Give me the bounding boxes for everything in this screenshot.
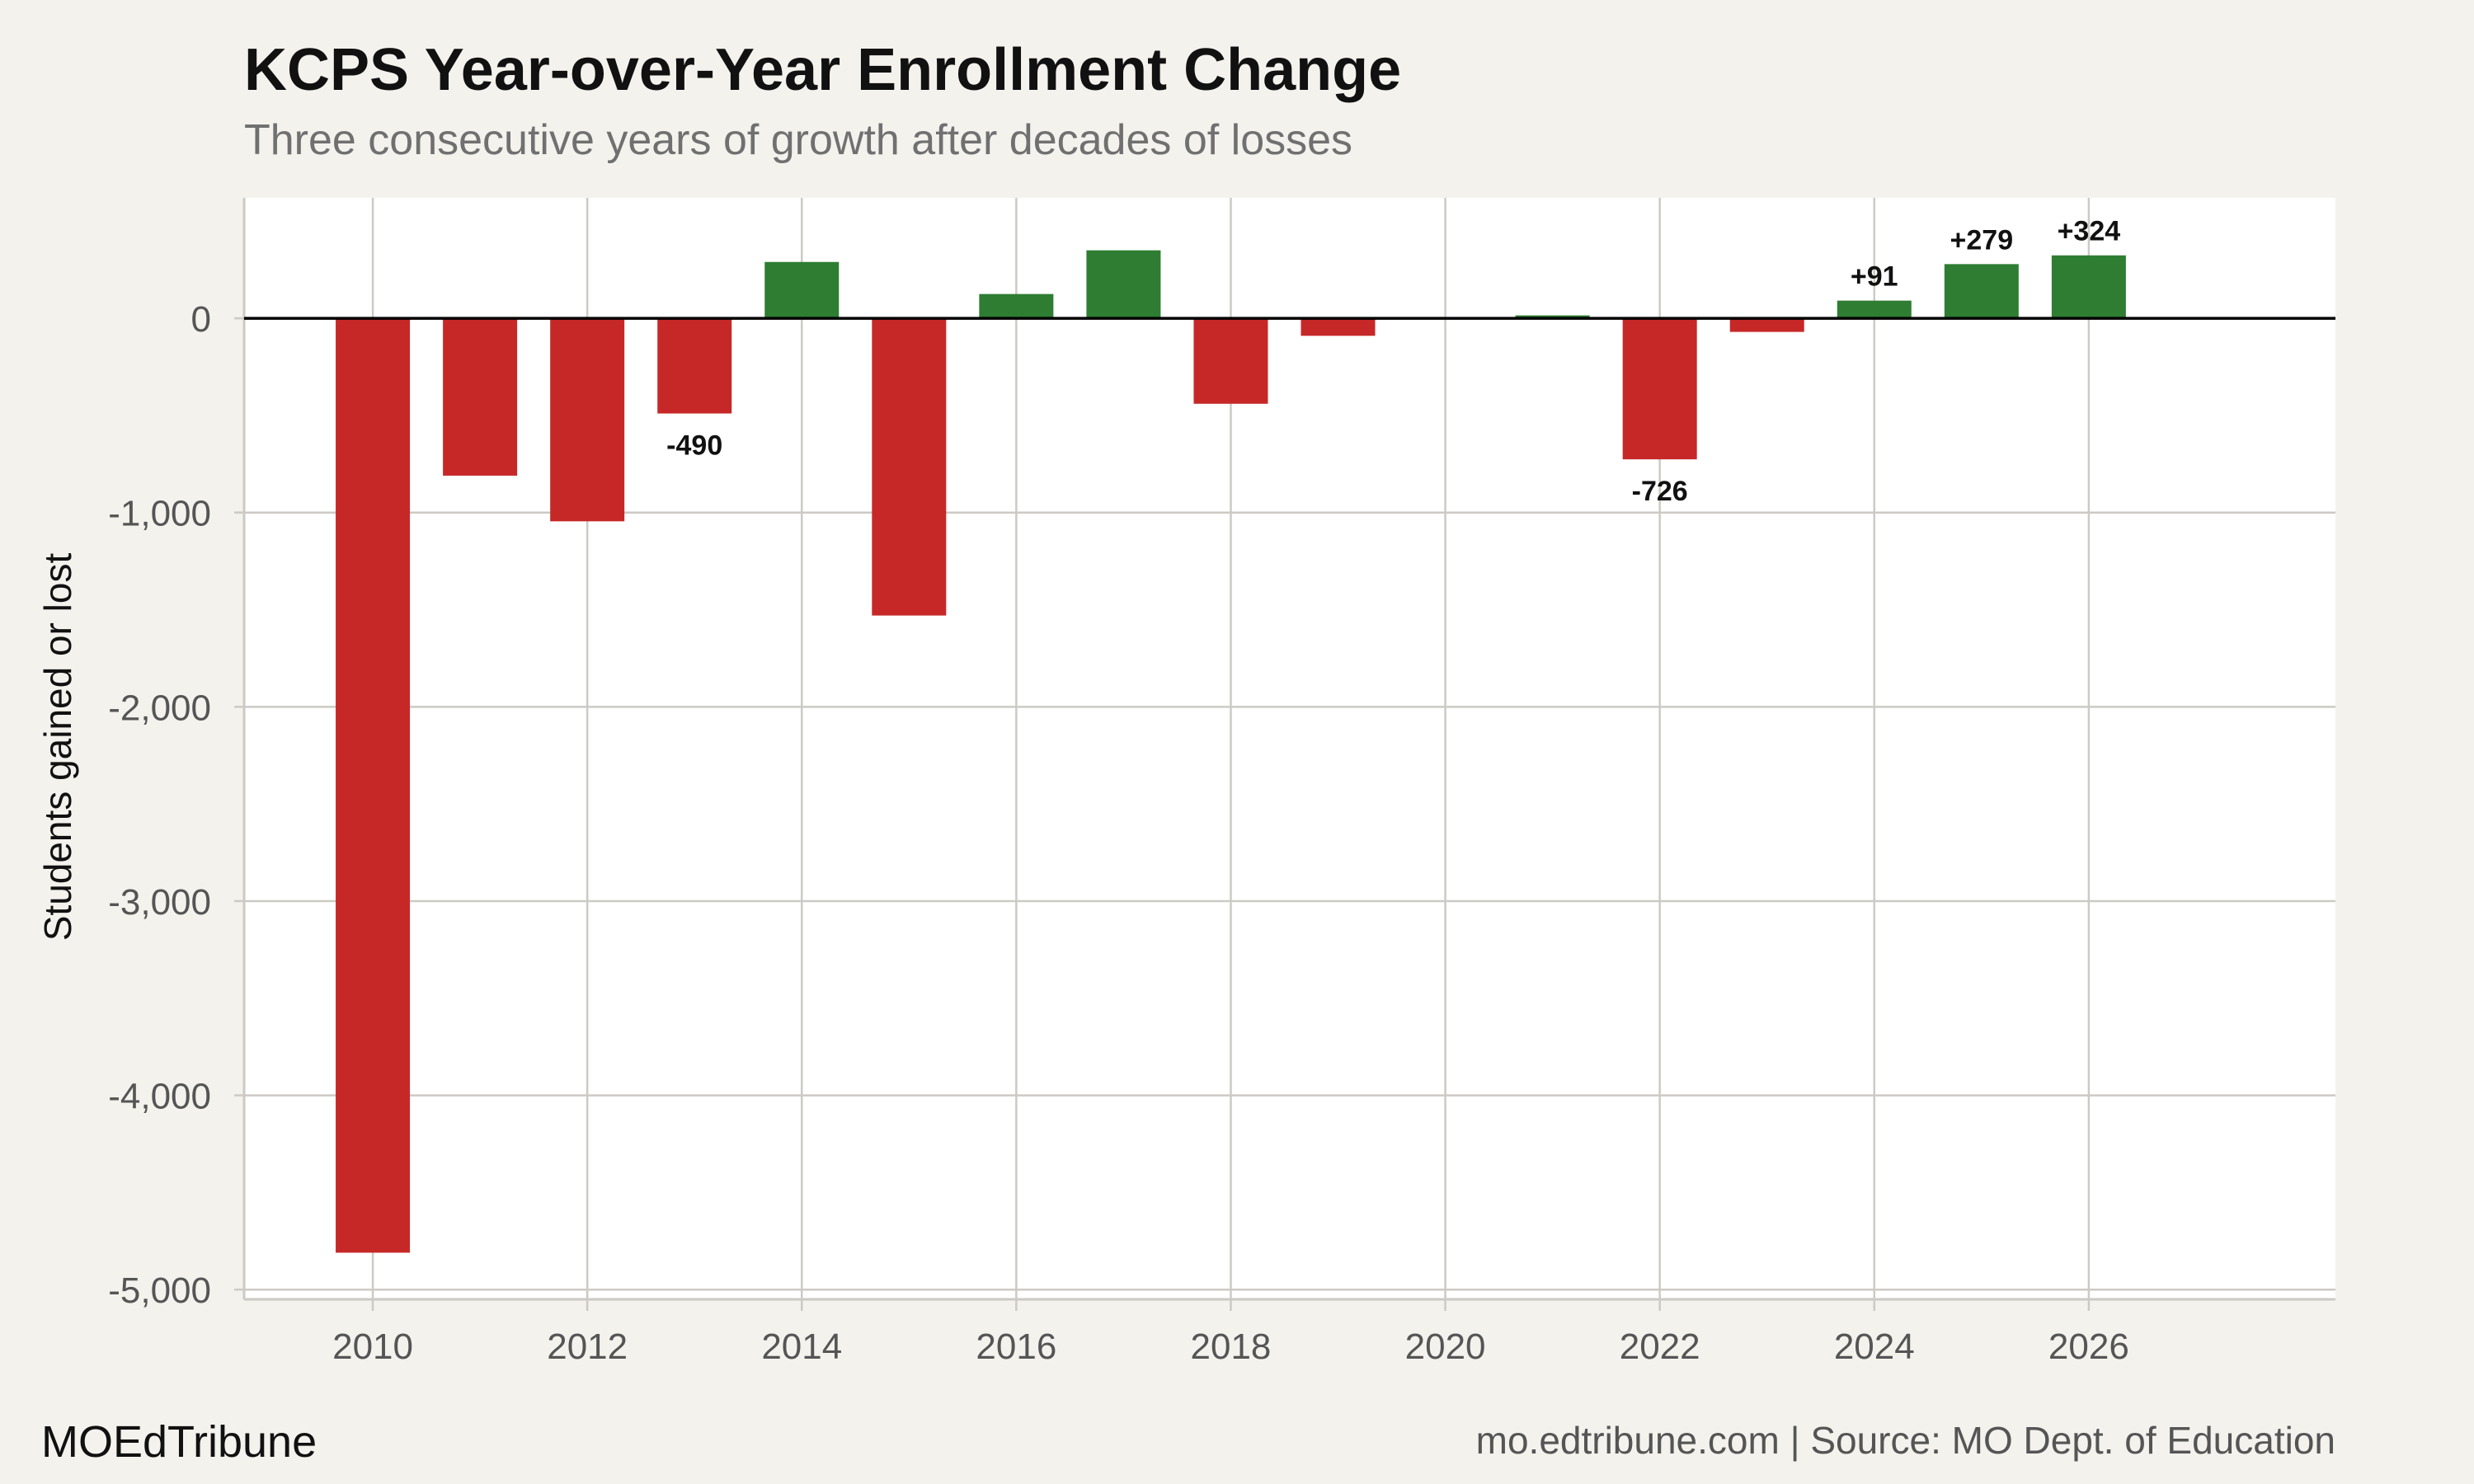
- bar-2013: [657, 318, 732, 414]
- x-tick-label: 2022: [1620, 1327, 1700, 1367]
- brand-logo-text: MOEdTribune: [41, 1417, 317, 1467]
- bar-2024: [1837, 300, 1912, 319]
- chart-title: KCPS Year-over-Year Enrollment Change: [244, 37, 1402, 103]
- y-tick-label: -5,000: [108, 1270, 211, 1311]
- source-credit: mo.edtribune.com | Source: MO Dept. of E…: [1475, 1419, 2335, 1462]
- x-tick-label: 2018: [1191, 1327, 1272, 1367]
- bar-2016: [979, 294, 1054, 319]
- bar-2019: [1300, 318, 1376, 336]
- bar-2014: [764, 261, 840, 319]
- bar-2026: [2051, 255, 2126, 319]
- x-tick-label: 2012: [547, 1327, 628, 1367]
- y-tick-label: -1,000: [108, 494, 211, 534]
- y-tick-label: 0: [191, 299, 211, 340]
- y-tick-label: -4,000: [108, 1077, 211, 1117]
- x-tick-label: 2014: [761, 1327, 842, 1367]
- bar-2025: [1944, 264, 2019, 319]
- data-label-2022: -726: [1632, 476, 1688, 507]
- data-label-2024: +91: [1851, 261, 1898, 293]
- x-tick-label: 2024: [1834, 1327, 1915, 1367]
- bar-2011: [443, 318, 518, 476]
- bar-2015: [872, 318, 947, 616]
- data-label-2026: +324: [2058, 216, 2121, 247]
- x-tick-label: 2026: [2048, 1327, 2129, 1367]
- bar-2021: [1515, 315, 1590, 319]
- bar-2010: [336, 318, 411, 1253]
- data-label-2013: -490: [666, 430, 722, 462]
- chart-subtitle: Three consecutive years of growth after …: [244, 116, 1353, 164]
- x-tick-label: 2020: [1405, 1327, 1486, 1367]
- y-tick-label: -3,000: [108, 882, 211, 923]
- x-tick-label: 2010: [332, 1327, 413, 1367]
- bar-2022: [1622, 318, 1697, 460]
- data-label-2025: +279: [1950, 224, 2014, 256]
- bar-2023: [1729, 318, 1804, 332]
- bar-2018: [1193, 318, 1268, 404]
- y-tick-label: -2,000: [108, 688, 211, 728]
- x-tick-label: 2016: [976, 1327, 1056, 1367]
- bar-2012: [550, 318, 625, 522]
- bar-2017: [1086, 250, 1161, 319]
